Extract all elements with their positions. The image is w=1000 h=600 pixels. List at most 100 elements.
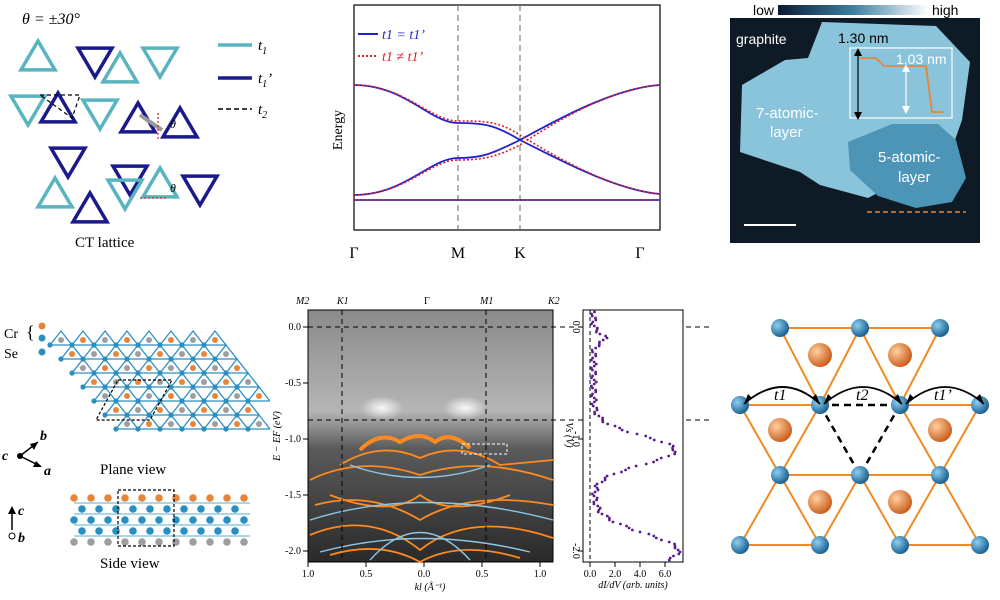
sts-point-92 <box>592 494 596 498</box>
plane-se-atom-31 <box>168 384 174 390</box>
plane-gray-atom-16 <box>124 365 130 371</box>
ct-lattice-figure: θ = ±30° θ θ t1 t1’ t2 CT lattice <box>7 11 272 251</box>
sts-point-80 <box>620 470 623 474</box>
colorbar-high-label: high <box>932 2 958 18</box>
plane-cr-atom-39 <box>212 393 218 399</box>
sts-point-118 <box>673 546 677 550</box>
plane-bond-45 <box>213 371 239 388</box>
sts-point-12 <box>604 334 608 338</box>
sts-point-122 <box>672 554 675 558</box>
sts-point-97 <box>596 504 600 508</box>
side-atom-1 <box>87 494 95 502</box>
side-atom-22 <box>87 516 95 524</box>
legend-t1: t1 <box>218 38 267 57</box>
arpes-intensity-map <box>308 310 553 562</box>
plane-cr-atom-13 <box>146 421 152 427</box>
cr-atoms <box>768 343 952 514</box>
t2-dashed-triangle <box>38 94 81 119</box>
seven-layer-label-line2: layer <box>770 124 803 141</box>
arpes-xtick-label-3: 0.5 <box>476 569 489 580</box>
sts-point-83 <box>603 476 607 480</box>
crystal-structure-figure: Cr { Se c b a Plane view c b Side view <box>2 322 272 572</box>
upper-band-red <box>353 84 661 195</box>
plane-bond-36 <box>169 343 195 360</box>
lattice-triangle-4 <box>7 94 49 129</box>
sts-point-102 <box>605 514 609 518</box>
axis-a-label: a <box>44 464 51 479</box>
sts-point-121 <box>677 552 681 556</box>
side-atom-32 <box>78 527 86 535</box>
side-atom-26 <box>155 516 163 524</box>
side-unit-cell <box>117 489 175 547</box>
sts-point-15 <box>598 340 601 344</box>
side-atom-44 <box>104 538 112 546</box>
plane-gray-atom-42 <box>190 337 196 343</box>
side-atom-42 <box>70 538 78 546</box>
sts-x-ticks: 0.0 2.0 4.0 6.0 <box>584 562 671 580</box>
plane-gray-atom-0 <box>58 337 64 343</box>
side-axis-c-label: c <box>18 504 25 519</box>
side-atom-39 <box>197 527 205 535</box>
plane-se-atom-42 <box>179 342 185 348</box>
side-atom-36 <box>146 527 154 535</box>
cr-label: Cr <box>4 327 18 342</box>
sts-point-42 <box>590 394 593 398</box>
side-atom-50 <box>206 538 214 546</box>
plane-gray-atom-4 <box>102 393 108 399</box>
plane-se-atom-43 <box>190 356 196 362</box>
plane-bond-27 <box>180 413 206 430</box>
plane-bond-46 <box>224 385 250 402</box>
plane-cr-atom-33 <box>201 407 207 413</box>
sts-point-58 <box>618 426 622 430</box>
arpes-band-cyan-2 <box>319 537 531 553</box>
sts-point-30 <box>594 370 598 374</box>
side-atom-17 <box>180 505 188 513</box>
plane-gray-atom-8 <box>91 351 97 357</box>
plane-gray-atom-10 <box>113 379 119 385</box>
theta-symbol-top: θ <box>170 117 176 131</box>
plane-bond-5 <box>103 399 129 416</box>
sts-point-29 <box>591 368 594 372</box>
plane-bond-6 <box>114 413 140 430</box>
plane-gray-atom-48 <box>256 421 262 427</box>
sts-point-49 <box>595 408 599 412</box>
side-axes-indicator: c b <box>8 504 25 546</box>
lower-band-red <box>353 84 661 196</box>
lattice-triangle-6 <box>79 98 121 133</box>
plane-se-atom-12 <box>124 412 130 418</box>
plane-se-atom-48 <box>245 426 251 432</box>
profile-box <box>849 47 953 119</box>
sts-point-124 <box>667 558 671 562</box>
arpes-ytick-label-3: -1.5 <box>285 490 301 501</box>
plane-cr-atom-25 <box>168 393 174 399</box>
sts-point-0 <box>593 310 596 314</box>
plane-se-atom-13 <box>135 426 141 432</box>
sts-point-75 <box>652 460 655 464</box>
tick-gamma-left: Γ <box>349 245 358 262</box>
plane-bond-40 <box>213 399 239 416</box>
plane-se-atom-40 <box>212 412 218 418</box>
side-atom-20 <box>231 505 239 513</box>
side-atom-33 <box>95 527 103 535</box>
tick-gamma-right: Γ <box>635 245 644 262</box>
plane-se-atom-22 <box>124 356 130 362</box>
stm-topography: low high graphite 1.30 nm 1.03 nm 7-atom… <box>730 2 980 243</box>
se-atom-7 <box>771 466 789 484</box>
se-atom-11 <box>811 536 829 554</box>
plane-cr-atom-45 <box>223 379 229 385</box>
legend-text-unequal: t1 ≠ t1’ <box>382 50 423 65</box>
seven-layer-label-line1: 7-atomic- <box>756 105 819 122</box>
tick-k: K <box>514 245 526 262</box>
se-label: Se <box>4 347 18 362</box>
plane-se-atom-30 <box>157 370 163 376</box>
plane-cr-atom-41 <box>234 421 240 427</box>
upper-band-blue <box>353 84 661 195</box>
svg-text:{: { <box>26 322 35 342</box>
plane-gray-atom-18 <box>146 393 152 399</box>
sts-point-73 <box>659 456 663 460</box>
plane-se-atom-7 <box>69 342 75 348</box>
panel-band-structure: Energy Γ M K Γ t1 = t1’ t1 ≠ t1’ <box>320 0 670 270</box>
sts-x-label: dI/dV (arb. units) <box>598 580 668 591</box>
plane-bond-48 <box>246 413 272 430</box>
plane-se-atom-5 <box>102 412 108 418</box>
